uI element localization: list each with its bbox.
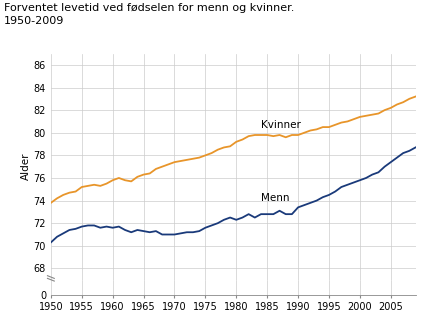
Text: Forventet levetid ved fødselen for menn og kvinner.
1950-2009: Forventet levetid ved fødselen for menn … bbox=[4, 3, 295, 26]
Text: Menn: Menn bbox=[261, 193, 290, 203]
Text: Kvinner: Kvinner bbox=[261, 121, 301, 131]
Y-axis label: Alder: Alder bbox=[21, 153, 31, 181]
